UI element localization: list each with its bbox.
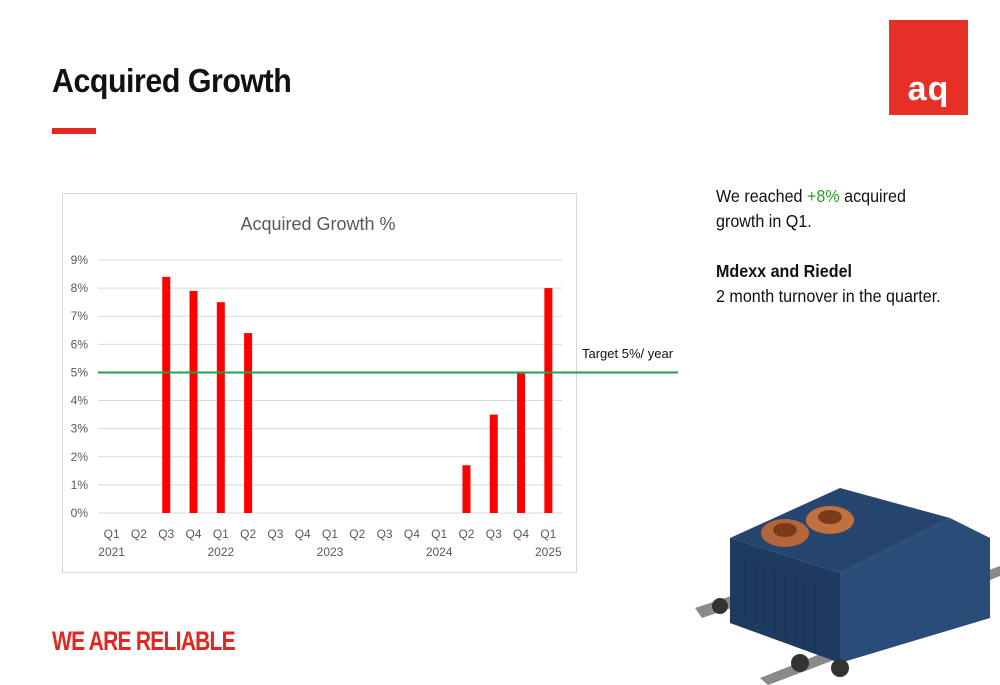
x-tick-label: Q4 [404,527,420,541]
bar [489,414,498,513]
commentary-prefix: We reached [716,186,807,206]
aq-logo: aq [889,20,968,115]
target-label: Target 5%/ year [582,346,674,361]
bar [189,290,198,513]
x-tick-label: Q1 [431,527,447,541]
year-label: 2022 [207,545,234,559]
y-tick-label: 8% [71,281,89,295]
slide-title: Acquired Growth [52,62,292,99]
x-tick-label: Q1 [104,527,120,541]
y-tick-label: 7% [71,309,89,323]
x-tick-label: Q2 [240,527,256,541]
chart-title: Acquired Growth % [240,214,395,234]
x-tick-label: Q3 [377,527,393,541]
commentary-detail: 2 month turnover in the quarter. [716,286,941,306]
commentary-heading: Mdexx and Riedel [716,261,853,281]
y-tick-label: 1% [71,478,89,492]
x-tick-label: Q4 [295,527,311,541]
commentary-spacer [716,234,964,259]
tagline: WE ARE RELIABLE [52,626,236,656]
y-tick-label: 9% [71,253,89,267]
x-tick-label: Q1 [322,527,338,541]
commentary: We reached +8% acquired growth in Q1. Md… [716,184,964,309]
x-tick-label: Q4 [186,527,202,541]
bar [544,288,553,513]
acquired-growth-chart: Acquired Growth % 0% 1% 2% 3% 4% 5% 6% 7% 8% 9% Q1 Q… [71,214,678,559]
y-tick-label: 0% [71,506,89,520]
x-tick-label: Q3 [158,527,174,541]
logo-text: aq [907,70,950,108]
commentary-line-1: We reached +8% acquired [716,184,964,209]
bar [244,333,253,513]
commentary-suffix: acquired [839,186,906,206]
growth-highlight: +8% [806,186,840,206]
transformer-image [695,488,1000,685]
x-tick-label: Q3 [486,527,502,541]
y-tick-label: 2% [71,450,89,464]
x-tick-label: Q4 [513,527,529,541]
year-label: 2025 [535,545,562,559]
y-tick-label: 3% [71,422,89,436]
bar [216,302,225,513]
commentary-line-2: growth in Q1. [716,211,812,231]
y-tick-label: 4% [71,394,89,408]
x-tick-label: Q3 [267,527,283,541]
y-tick-label: 6% [71,337,89,351]
year-label: 2024 [426,545,453,559]
bar [162,276,171,513]
year-label: 2021 [98,545,125,559]
x-tick-label: Q2 [131,527,147,541]
bar [517,372,526,513]
x-tick-label: Q2 [349,527,365,541]
year-label: 2023 [317,545,344,559]
x-tick-label: Q1 [213,527,229,541]
x-tick-label: Q1 [540,527,556,541]
x-tick-label: Q2 [458,527,474,541]
y-tick-label: 5% [71,365,89,379]
bar [462,465,471,513]
title-underline [52,128,96,134]
